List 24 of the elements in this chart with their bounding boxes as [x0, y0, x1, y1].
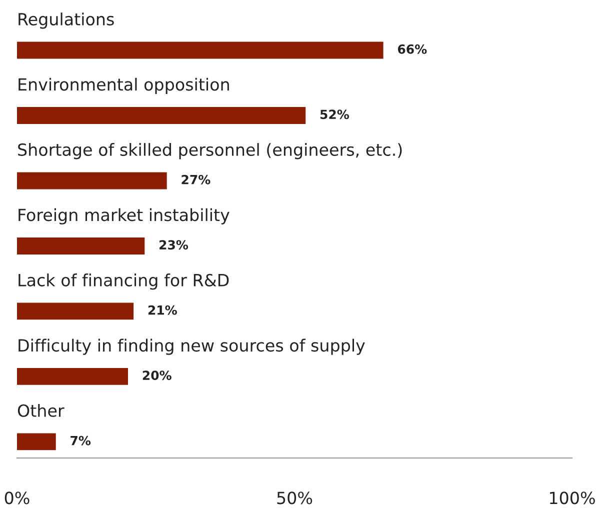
data-label: 27% [182, 174, 210, 184]
y-tick-label: Environmental opposition [18, 78, 229, 94]
y-tick-label: Lack of financing for R&D [18, 274, 229, 290]
y-tick-label: Regulations [18, 12, 114, 29]
bar [17, 302, 134, 320]
y-tick-label: Shortage of skilled personnel (engineers, etc.) [18, 143, 402, 160]
y-tick-label: Other [18, 404, 64, 417]
bar [17, 368, 128, 385]
y-tick-label: Foreign market instability [18, 208, 230, 224]
data-label: 20% [142, 370, 172, 380]
data-label: 66% [398, 44, 427, 54]
bar [17, 237, 145, 254]
data-label: 52% [320, 110, 350, 120]
x-tick-label: 100% [550, 492, 595, 504]
bar [17, 172, 167, 190]
data-label: 23% [160, 240, 188, 250]
x-tick-label: 50% [277, 492, 312, 504]
data-label: 21% [148, 305, 177, 315]
x-tick-label: 0% [4, 492, 30, 504]
bar [17, 106, 306, 124]
bar [17, 433, 56, 450]
y-tick-label: Difficulty in finding new sources of supply [18, 338, 365, 355]
data-label: 7% [70, 436, 91, 446]
bar [17, 42, 384, 59]
